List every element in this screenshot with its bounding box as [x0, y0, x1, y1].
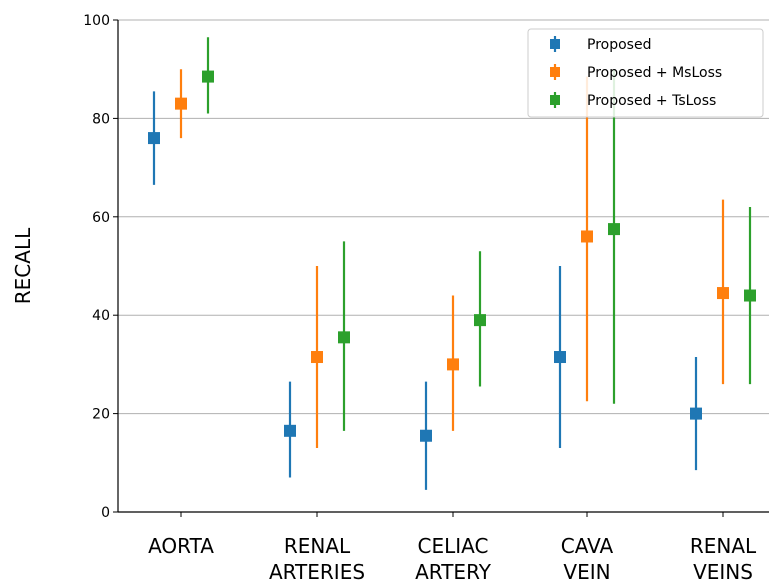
data-point: [148, 132, 160, 145]
x-tick-label: RENAL: [284, 534, 351, 558]
data-point: [447, 358, 459, 371]
data-point: [608, 223, 620, 236]
y-tick-label: 40: [92, 308, 110, 324]
x-tick-label: CELIAC: [418, 534, 489, 558]
data-point: [717, 287, 729, 300]
data-point: [311, 351, 323, 364]
axes: [117, 20, 769, 513]
x-tick-label: RENAL: [690, 534, 757, 558]
x-tick-label: VEINS: [693, 560, 753, 584]
legend-box: [527, 28, 764, 118]
data-point: [420, 429, 432, 442]
x-tick-label: ARTERIES: [269, 560, 365, 584]
data-point: [474, 314, 486, 327]
y-tick-label: 60: [92, 210, 110, 226]
data-point: [175, 97, 187, 110]
data-point: [284, 424, 296, 437]
data-marks: [148, 37, 756, 490]
legend-label: Proposed: [587, 37, 651, 53]
x-ticks: AORTA RENALARTERIESCELIACARTERYCAVAVEINRE…: [148, 512, 757, 584]
legend-label: Proposed + TsLoss: [587, 93, 716, 109]
x-tick-label: AORTA: [148, 534, 214, 558]
data-point: [744, 289, 756, 302]
legend: Proposed Proposed + MsLoss Proposed + TsLo…: [527, 28, 764, 118]
x-tick-label: ARTERY: [415, 560, 492, 584]
x-tick-label: CAVA: [561, 534, 614, 558]
x-tick-label: VEIN: [563, 560, 610, 584]
data-point: [202, 70, 214, 83]
y-axis-label: RECALL: [11, 227, 35, 304]
y-tick-label: 80: [92, 111, 110, 127]
legend-label: Proposed + MsLoss: [587, 65, 722, 81]
y-ticks: 0 20 40 60 80 100: [83, 13, 118, 521]
y-tick-label: 0: [101, 505, 110, 521]
legend-marker: [550, 67, 560, 77]
data-point: [690, 407, 702, 420]
y-tick-label: 20: [92, 407, 110, 423]
data-point: [338, 331, 350, 344]
data-point: [554, 351, 566, 364]
legend-marker: [550, 95, 560, 105]
y-tick-label: 100: [83, 13, 110, 29]
legend-marker: [550, 39, 560, 49]
data-point: [581, 230, 593, 243]
